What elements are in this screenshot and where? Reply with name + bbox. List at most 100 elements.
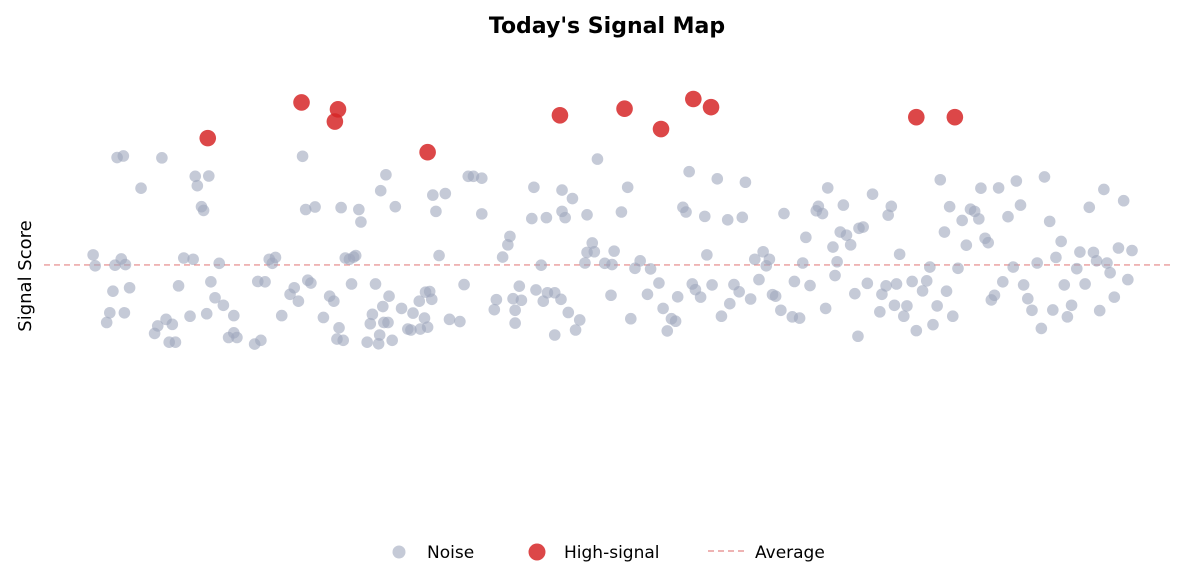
noise-point (769, 290, 782, 302)
noise-point (816, 207, 829, 220)
noise-point (778, 207, 790, 220)
noise-point (927, 318, 939, 331)
noise-point (89, 260, 102, 272)
noise-point (496, 251, 509, 263)
noise-point (916, 285, 929, 297)
noise-point (566, 192, 579, 205)
noise-point (166, 318, 179, 331)
noise-point (488, 303, 501, 316)
noise-point (288, 281, 301, 294)
noise-point (528, 181, 540, 194)
noise-point (634, 255, 646, 267)
noise-point (184, 310, 196, 323)
noise-point (844, 239, 857, 251)
noise-point (606, 258, 618, 271)
high-signal-point (685, 90, 702, 108)
noise-point (559, 211, 571, 224)
noise-point (305, 277, 317, 289)
high-signal-point (652, 120, 670, 138)
noise-point (1090, 255, 1103, 267)
noise-point (513, 280, 526, 292)
noise-point (888, 299, 901, 312)
noise-point (657, 302, 669, 315)
noise-point (555, 293, 567, 306)
noise-point (364, 317, 377, 330)
noise-point (711, 173, 724, 185)
noise-point (526, 212, 538, 225)
noise-point (1112, 242, 1125, 254)
noise-point (748, 253, 761, 266)
noise-point (1047, 304, 1059, 316)
noise-point (366, 308, 379, 321)
noise-point (292, 295, 305, 307)
high-signal-series (199, 90, 964, 161)
legend-average-label: Average (755, 543, 825, 563)
noise-point (1038, 171, 1051, 183)
noise-point (796, 257, 809, 269)
noise-point (540, 211, 553, 224)
noise-point (920, 275, 933, 287)
noise-point (475, 208, 488, 220)
noise-point (624, 312, 637, 325)
high-signal-point (293, 94, 310, 111)
noise-point (454, 315, 466, 328)
noise-point (736, 211, 749, 224)
noise-point (866, 188, 879, 200)
noise-point (107, 285, 119, 297)
noise-point (443, 313, 456, 326)
noise-point (788, 275, 801, 288)
noise-point (569, 324, 582, 336)
noise-point (739, 176, 752, 189)
high-signal-point (329, 101, 347, 118)
noise-point (299, 203, 312, 216)
noise-point (515, 294, 528, 307)
noise-point (123, 281, 136, 294)
noise-point (973, 213, 985, 225)
noise-point (910, 324, 923, 337)
noise-series (87, 150, 1138, 350)
noise-point (804, 279, 816, 292)
noise-point (1074, 246, 1086, 258)
noise-point (579, 257, 591, 269)
noise-point (255, 334, 267, 347)
noise-point (328, 295, 340, 307)
noise-point (119, 258, 132, 271)
noise-point (706, 279, 718, 291)
noise-point (530, 284, 542, 296)
noise-point (421, 321, 434, 333)
noise-point (205, 275, 217, 288)
noise-point (1104, 266, 1116, 279)
noise-point (940, 285, 953, 297)
noise-point (694, 291, 707, 303)
noise-point (753, 273, 765, 286)
noise-point (890, 278, 903, 290)
noise-point (793, 312, 806, 324)
noise-point (852, 330, 864, 343)
noise-point (943, 200, 956, 213)
noise-point (509, 304, 521, 317)
noise-point (177, 252, 190, 264)
legend-noise-marker (392, 545, 406, 559)
noise-point (135, 182, 147, 195)
noise-point (1022, 292, 1034, 305)
noise-point (608, 245, 620, 257)
noise-point (535, 259, 547, 272)
noise-point (231, 331, 243, 344)
noise-point (669, 315, 682, 328)
noise-point (337, 334, 350, 347)
noise-point (213, 257, 226, 270)
noise-point (103, 306, 116, 319)
noise-point (1070, 262, 1083, 275)
noise-point (931, 300, 943, 312)
noise-point (87, 249, 99, 261)
noise-point (395, 302, 408, 315)
noise-point (317, 311, 330, 324)
noise-point (1058, 279, 1071, 291)
noise-point (880, 280, 892, 292)
legend-noise-label: Noise (427, 543, 474, 563)
noise-point (189, 170, 202, 183)
noise-point (586, 237, 599, 249)
noise-point (200, 307, 213, 320)
noise-point (701, 249, 713, 261)
noise-point (992, 182, 1005, 194)
